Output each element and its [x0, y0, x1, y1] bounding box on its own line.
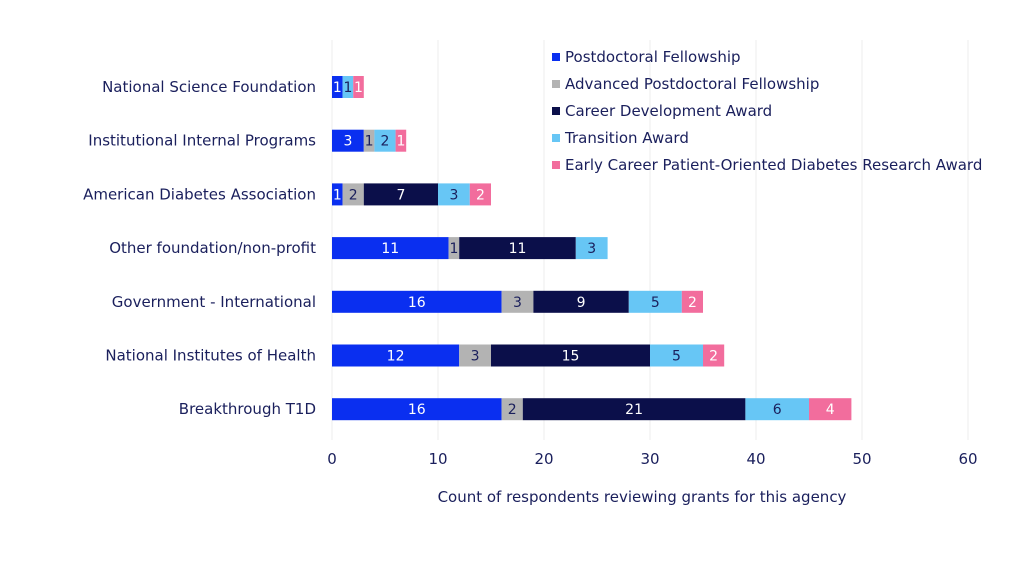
- bar-segment: [374, 129, 396, 152]
- bar-segment: [448, 237, 460, 260]
- bar-segment: [681, 290, 703, 313]
- data-label: 2: [709, 349, 718, 365]
- data-label: 1: [343, 80, 352, 96]
- bar-segment: [459, 237, 576, 260]
- bar-segment: [522, 398, 746, 421]
- legend-swatch: [552, 161, 560, 169]
- data-label: 2: [688, 295, 697, 311]
- data-label: 5: [672, 349, 681, 365]
- data-label: 2: [508, 402, 517, 418]
- data-label: 1: [365, 134, 374, 150]
- data-label: 2: [476, 187, 485, 203]
- data-label: 15: [562, 349, 580, 365]
- bar-segment: [363, 129, 375, 152]
- bar-segment: [459, 344, 491, 367]
- bar-segment: [332, 76, 343, 98]
- category-label: Other foundation/non-profit: [109, 239, 316, 257]
- bars: 1 1 13 1 2 11 2 7 3 211 1 11 316 3 9 5 212 3 15 5 216 2 21 6 4: [332, 76, 852, 421]
- x-tick-label: 40: [746, 450, 765, 468]
- category-label: Breakthrough T1D: [179, 400, 316, 418]
- bar-segment: [469, 183, 491, 206]
- legend-label: Postdoctoral Fellowship: [565, 48, 741, 66]
- bar-segment: [703, 344, 725, 367]
- legend-label: Career Development Award: [565, 102, 772, 120]
- category-label: National Science Foundation: [102, 78, 316, 96]
- legend-label: Transition Award: [564, 129, 689, 147]
- data-label: 11: [509, 241, 527, 257]
- x-tick-label: 10: [428, 450, 447, 468]
- data-label: 3: [343, 134, 352, 150]
- category-label: Institutional Internal Programs: [88, 132, 316, 150]
- data-label: 3: [513, 295, 522, 311]
- x-tick-label: 0: [327, 450, 337, 468]
- bar-segment: [501, 398, 523, 421]
- bar-segment: [332, 129, 364, 152]
- bar-segment: [353, 76, 364, 98]
- data-label: 3: [587, 241, 596, 257]
- data-label: 16: [408, 295, 426, 311]
- x-axis-title: Count of respondents reviewing grants fo…: [438, 488, 847, 506]
- bar-segment: [809, 398, 852, 421]
- data-label: 12: [387, 349, 405, 365]
- x-tick-label: 30: [640, 450, 659, 468]
- data-label: 9: [577, 295, 586, 311]
- bar-segment: [491, 344, 650, 367]
- data-label: 4: [826, 402, 835, 418]
- data-label: 1: [396, 134, 405, 150]
- data-label: 1: [354, 80, 363, 96]
- data-label: 1: [449, 241, 458, 257]
- bar-segment: [650, 344, 703, 367]
- bar-segment: [332, 344, 460, 367]
- bar-segment: [533, 290, 629, 313]
- data-label: 2: [349, 187, 358, 203]
- data-label: 1: [333, 187, 342, 203]
- data-label: 6: [773, 402, 782, 418]
- category-labels: National Science Foundation Institutional…: [83, 78, 316, 418]
- data-label: 3: [449, 187, 458, 203]
- bar-segment: [332, 183, 343, 206]
- bar-segment: [745, 398, 809, 421]
- x-tick-label: 60: [958, 450, 977, 468]
- bar-segment: [332, 237, 449, 260]
- category-label: American Diabetes Association: [83, 185, 316, 203]
- data-label: 1: [333, 80, 342, 96]
- legend: Postdoctoral Fellowship Advanced Postdoct…: [552, 48, 982, 174]
- legend-swatch: [552, 134, 560, 142]
- bar-segment: [332, 290, 502, 313]
- bar-segment: [501, 290, 534, 313]
- data-label: 16: [408, 402, 426, 418]
- legend-label: Advanced Postdoctoral Fellowship: [565, 75, 819, 93]
- category-label: National Institutes of Health: [105, 347, 316, 365]
- legend-swatch: [552, 80, 560, 88]
- x-tick-label: 50: [852, 450, 871, 468]
- data-label: 2: [381, 134, 390, 150]
- bar-segment: [363, 183, 438, 206]
- data-label: 5: [651, 295, 660, 311]
- data-label: 3: [471, 349, 480, 365]
- legend-swatch: [552, 53, 560, 61]
- data-label: 11: [381, 241, 399, 257]
- bar-segment: [342, 76, 354, 98]
- bar-segment: [628, 290, 682, 313]
- bar-segment: [575, 237, 608, 260]
- data-label: 7: [396, 187, 405, 203]
- bar-segment: [438, 183, 470, 206]
- bar-segment: [342, 183, 364, 206]
- category-label: Government - International: [112, 293, 316, 311]
- x-tick-label: 20: [534, 450, 553, 468]
- x-tick-labels: 0 10 20 30 40 50 60: [327, 450, 977, 468]
- data-label: 21: [625, 402, 643, 418]
- bar-segment: [395, 129, 407, 152]
- legend-swatch: [552, 107, 560, 115]
- legend-label: Early Career Patient-Oriented Diabetes R…: [565, 156, 982, 174]
- bar-segment: [332, 398, 502, 421]
